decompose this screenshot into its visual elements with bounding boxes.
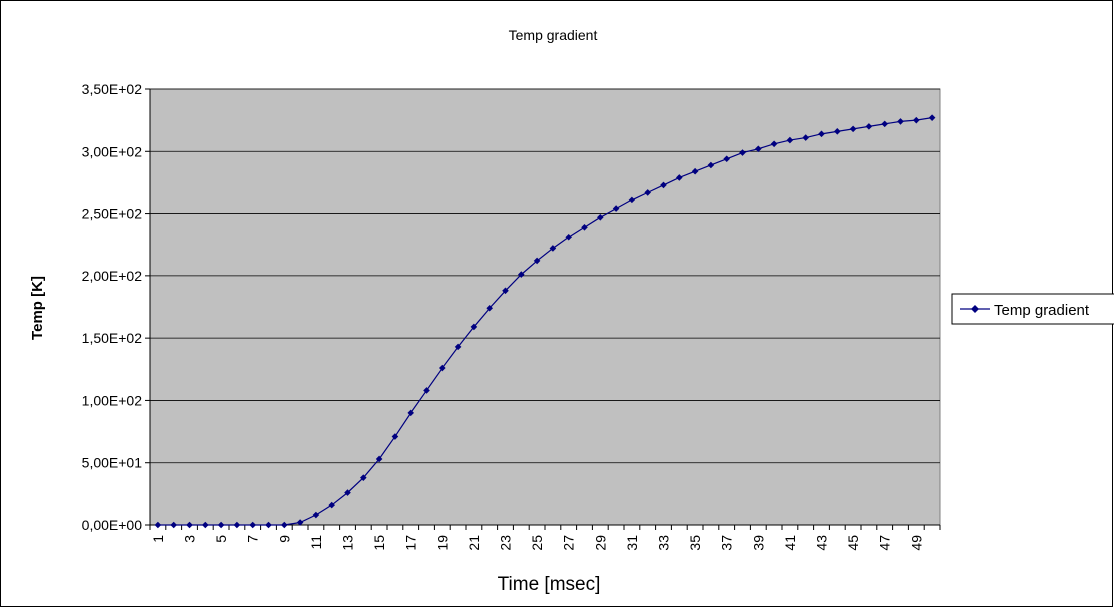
x-tick-label: 41: [782, 535, 798, 551]
data-point: [549, 245, 557, 252]
data-point: [597, 214, 604, 221]
data-point: [676, 174, 683, 181]
series-points: [154, 114, 936, 529]
x-tick-label: 43: [814, 535, 830, 551]
y-tick-label: 3,00E+02: [82, 143, 143, 159]
data-point: [407, 409, 414, 417]
y-tick-label: 2,50E+02: [82, 206, 143, 222]
x-tick-label: 47: [877, 535, 893, 551]
data-point: [391, 433, 399, 440]
x-tick-label: 9: [276, 535, 292, 543]
data-point: [265, 521, 272, 529]
data-point: [439, 364, 446, 372]
x-tick-label: 29: [592, 535, 608, 551]
data-point: [612, 205, 620, 212]
data-point: [312, 511, 320, 519]
data-point: [328, 501, 335, 509]
data-point: [154, 521, 162, 529]
x-tick-label: 27: [561, 535, 577, 551]
data-point: [802, 134, 809, 141]
x-tick-labels: 1 3 5 7 9 11 13 15 17 19 21 23 25 27 29 31 33 35 37 39 41 43 4…: [149, 525, 941, 551]
data-point: [486, 304, 493, 312]
x-tick-label: 37: [719, 535, 735, 551]
x-tick-label: 21: [466, 535, 482, 551]
x-tick-label: 25: [529, 535, 545, 551]
data-point: [644, 189, 651, 196]
data-point: [565, 233, 572, 241]
x-tick-label: 11: [308, 535, 324, 550]
x-tick-label: 15: [371, 535, 387, 551]
x-tick-label: 17: [403, 535, 419, 551]
data-point: [723, 155, 730, 163]
x-tick-label: 35: [687, 535, 703, 551]
data-point: [928, 114, 936, 121]
data-point: [281, 521, 288, 529]
x-tick-label: 23: [498, 535, 514, 551]
legend-label: Temp gradient: [994, 302, 1090, 319]
data-point: [865, 123, 873, 130]
y-tick-label: 2,00E+02: [82, 268, 143, 284]
x-tick-label: 13: [340, 535, 356, 551]
x-tick-label: 33: [656, 535, 672, 551]
x-tick-label: 49: [908, 535, 924, 551]
data-point: [834, 128, 841, 135]
plot-area: [149, 88, 941, 526]
data-point: [739, 149, 746, 156]
x-tick-label: 45: [845, 535, 861, 551]
data-point: [249, 521, 256, 529]
x-tick-label: 5: [213, 535, 229, 543]
data-point: [217, 521, 225, 529]
data-point: [786, 136, 794, 144]
x-axis-label: Time [msec]: [498, 574, 601, 595]
y-tick-label: 3,50E+02: [82, 81, 143, 97]
data-point: [770, 140, 778, 148]
data-point: [296, 519, 304, 526]
data-point: [375, 455, 383, 463]
data-point: [628, 196, 636, 204]
data-point: [660, 181, 667, 189]
data-point: [707, 161, 715, 169]
x-tick-label: 31: [624, 535, 640, 551]
data-point: [360, 474, 367, 481]
x-tick-label: 7: [245, 535, 261, 543]
data-point: [581, 223, 588, 231]
y-tick-label: 1,00E+02: [82, 392, 143, 408]
data-point: [202, 521, 209, 529]
y-tick-label: 0,00E+00: [82, 517, 143, 533]
data-point: [518, 271, 525, 278]
data-point: [755, 145, 762, 153]
chart-title: Temp gradient: [509, 27, 598, 43]
data-point: [170, 521, 177, 529]
data-point: [818, 130, 825, 138]
x-tick-label: 3: [182, 535, 198, 543]
data-point: [344, 489, 351, 496]
data-point: [913, 116, 920, 124]
data-point: [881, 120, 888, 128]
x-tick-label: 19: [434, 535, 450, 551]
data-point: [423, 387, 430, 394]
data-point: [470, 323, 478, 331]
data-point: [691, 167, 699, 175]
legend: Temp gradient: [951, 293, 1114, 325]
y-tick-label: 1,50E+02: [82, 330, 143, 346]
data-point: [186, 521, 193, 529]
legend-marker: [971, 305, 979, 313]
x-tick-label: 1: [150, 535, 166, 543]
x-tick-label: 39: [750, 535, 766, 551]
data-point: [502, 287, 509, 295]
y-tick-label: 5,00E+01: [82, 455, 143, 471]
y-axis-label: Temp [K]: [29, 276, 46, 340]
gridlines: [150, 88, 940, 464]
data-point: [454, 343, 462, 351]
data-point: [849, 125, 857, 133]
y-tick-labels: 0,00E+00 5,00E+01 1,00E+02 1,50E+02 2,00E+02…: [82, 81, 150, 533]
data-point: [233, 521, 241, 529]
data-point: [533, 257, 541, 265]
data-point: [897, 118, 904, 125]
